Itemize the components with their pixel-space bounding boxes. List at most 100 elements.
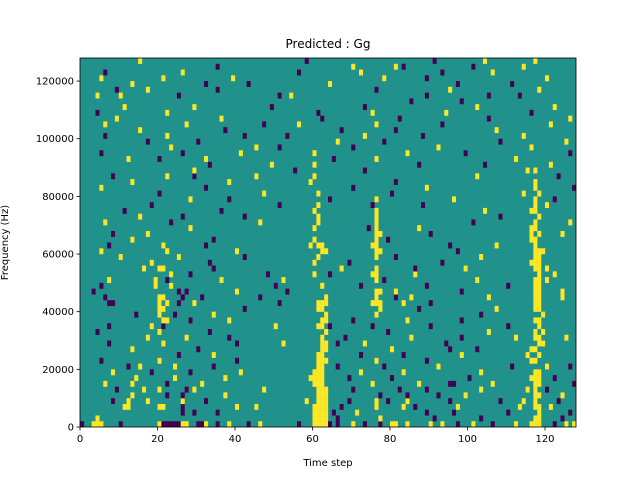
- heatmap-cell: [142, 265, 147, 272]
- heatmap-cell: [324, 398, 329, 405]
- heatmap-cell: [316, 369, 321, 376]
- heatmap-cell: [316, 352, 321, 358]
- heatmap-cell: [145, 334, 150, 341]
- heatmap-cell: [331, 409, 336, 416]
- heatmap-cell: [335, 363, 340, 370]
- heatmap-cell: [145, 230, 150, 237]
- heatmap-cell: [308, 375, 313, 382]
- y-tick-label: 40000: [42, 307, 74, 318]
- heatmap-cell: [320, 398, 325, 405]
- heatmap-cell: [506, 409, 511, 416]
- heatmap-cell: [145, 138, 150, 145]
- heatmap-cell: [537, 375, 542, 382]
- heatmap-cell: [176, 92, 181, 99]
- heatmap-cell: [374, 121, 379, 128]
- heatmap-cell: [552, 104, 557, 111]
- heatmap-cell: [211, 363, 216, 370]
- heatmap-cell: [498, 213, 503, 220]
- heatmap-cell: [180, 421, 185, 428]
- heatmap-cell: [324, 340, 329, 347]
- heatmap-cell: [138, 363, 143, 370]
- heatmap-cell: [405, 421, 410, 428]
- heatmap-cell: [219, 277, 224, 284]
- heatmap-cell: [316, 109, 321, 116]
- heatmap-cell: [254, 403, 259, 410]
- heatmap-cell: [359, 282, 364, 289]
- heatmap-cell: [533, 265, 538, 272]
- y-axis-label: Frequency (Hz): [0, 205, 11, 281]
- heatmap-cell: [312, 225, 317, 232]
- heatmap-cell: [165, 277, 170, 284]
- x-tick-label: 40: [229, 434, 242, 445]
- heatmap-cell: [533, 294, 538, 301]
- heatmap-cell: [111, 230, 116, 237]
- heatmap-cell: [316, 254, 321, 260]
- heatmap-cell: [173, 375, 178, 382]
- x-tick-label: 60: [306, 434, 319, 445]
- heatmap-cell: [126, 156, 131, 162]
- heatmap-cell: [324, 409, 329, 416]
- heatmap-cell: [122, 403, 127, 410]
- heatmap-cell: [393, 179, 398, 185]
- heatmap-cell: [324, 311, 329, 318]
- heatmap-cell: [277, 144, 282, 151]
- heatmap-cell: [560, 288, 565, 295]
- heatmap-cell: [219, 115, 224, 122]
- heatmap-cell: [537, 288, 542, 295]
- heatmap-cell: [91, 421, 96, 428]
- heatmap-cell: [111, 369, 116, 376]
- heatmap-cell: [308, 242, 313, 249]
- heatmap-cell: [254, 144, 259, 151]
- heatmap-cell: [130, 236, 135, 243]
- heatmap-cell: [401, 352, 406, 358]
- heatmap-cell: [262, 386, 267, 393]
- heatmap-cell: [374, 288, 379, 295]
- heatmap-cell: [235, 288, 240, 295]
- heatmap-cell: [545, 75, 550, 82]
- heatmap-cell: [316, 219, 321, 226]
- heatmap-cell: [320, 421, 325, 428]
- heatmap-cell: [475, 277, 480, 284]
- heatmap-cell: [235, 403, 240, 410]
- heatmap-cell: [401, 403, 406, 410]
- heatmap-cell: [328, 323, 333, 330]
- heatmap-cell: [95, 415, 100, 422]
- heatmap-cell: [529, 230, 534, 237]
- heatmap-cell: [351, 63, 356, 70]
- heatmap-cell: [331, 156, 336, 162]
- heatmap-cell: [165, 421, 170, 428]
- heatmap-cell: [118, 92, 123, 99]
- heatmap-cell: [374, 156, 379, 162]
- heatmap-cell: [525, 167, 530, 174]
- heatmap-cell: [80, 421, 85, 428]
- heatmap-cell: [378, 248, 383, 255]
- heatmap-cell: [533, 369, 538, 376]
- heatmap-cell: [316, 409, 321, 416]
- heatmap-cell: [529, 346, 534, 353]
- heatmap-cell: [173, 421, 178, 428]
- heatmap-cell: [335, 421, 340, 428]
- heatmap-cell: [413, 403, 418, 410]
- heatmap-cell: [494, 242, 499, 249]
- heatmap-cell: [138, 58, 143, 64]
- heatmap-cell: [510, 81, 515, 87]
- heatmap-cell: [324, 248, 329, 255]
- heatmap-cell: [374, 277, 379, 284]
- heatmap-cell: [149, 369, 154, 376]
- heatmap-cell: [157, 265, 162, 272]
- heatmap-cell: [320, 346, 325, 353]
- heatmap-cell: [440, 69, 445, 76]
- heatmap-cell: [285, 132, 290, 139]
- heatmap-cell: [521, 132, 526, 139]
- heatmap-cell: [316, 398, 321, 405]
- heatmap-cell: [320, 392, 325, 399]
- heatmap-cell: [374, 294, 379, 301]
- heatmap-cell: [529, 259, 534, 266]
- heatmap-cell: [176, 352, 181, 358]
- heatmap-cell: [548, 403, 553, 410]
- heatmap-cell: [320, 248, 325, 255]
- heatmap-cell: [455, 421, 460, 428]
- heatmap-cell: [157, 357, 162, 364]
- heatmap-cell: [545, 363, 550, 370]
- heatmap-cell: [490, 69, 495, 76]
